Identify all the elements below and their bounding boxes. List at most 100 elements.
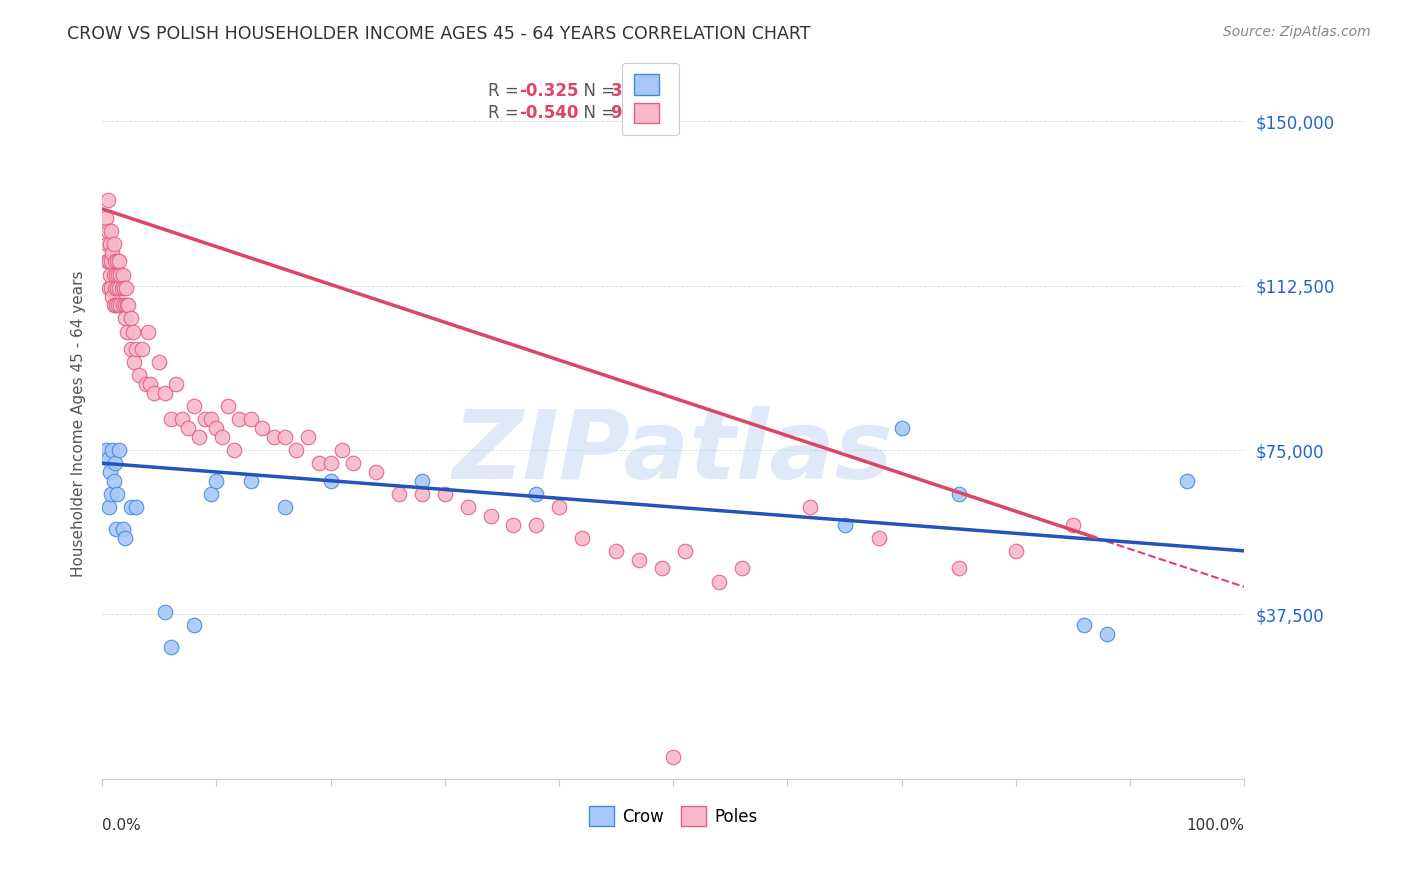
Point	[120, 311, 142, 326]
Text: 96: 96	[610, 104, 634, 122]
Point	[571, 531, 593, 545]
Point	[98, 465, 121, 479]
Point	[112, 281, 135, 295]
Point	[100, 487, 122, 501]
Point	[165, 377, 187, 392]
Point	[1175, 474, 1198, 488]
Point	[117, 325, 139, 339]
Point	[104, 254, 127, 268]
Point	[104, 281, 127, 295]
Point	[115, 281, 138, 295]
Point	[274, 500, 297, 514]
Point	[200, 487, 222, 501]
Point	[502, 517, 524, 532]
Point	[131, 342, 153, 356]
Point	[188, 430, 211, 444]
Text: 100.0%: 100.0%	[1187, 818, 1244, 833]
Point	[263, 430, 285, 444]
Point	[211, 430, 233, 444]
Point	[217, 399, 239, 413]
Point	[98, 268, 121, 282]
Point	[239, 474, 262, 488]
Text: R =: R =	[488, 81, 524, 100]
Point	[96, 236, 118, 251]
Point	[183, 618, 205, 632]
Y-axis label: Householder Income Ages 45 - 64 years: Householder Income Ages 45 - 64 years	[72, 270, 86, 577]
Point	[731, 561, 754, 575]
Point	[662, 750, 685, 764]
Text: N =: N =	[572, 81, 620, 100]
Point	[97, 224, 120, 238]
Point	[548, 500, 571, 514]
Point	[110, 268, 132, 282]
Point	[105, 487, 128, 501]
Point	[457, 500, 479, 514]
Point	[274, 430, 297, 444]
Point	[524, 487, 547, 501]
Point	[153, 386, 176, 401]
Point	[651, 561, 673, 575]
Point	[103, 298, 125, 312]
Point	[297, 430, 319, 444]
Point	[105, 254, 128, 268]
Point	[125, 500, 148, 514]
Point	[98, 236, 121, 251]
Point	[120, 500, 142, 514]
Point	[707, 574, 730, 589]
Point	[94, 211, 117, 225]
Point	[114, 311, 136, 326]
Point	[524, 517, 547, 532]
Point	[948, 561, 970, 575]
Point	[107, 298, 129, 312]
Text: 0.0%: 0.0%	[103, 818, 141, 833]
Point	[868, 531, 890, 545]
Point	[104, 522, 127, 536]
Point	[142, 386, 165, 401]
Point	[104, 298, 127, 312]
Point	[228, 412, 250, 426]
Point	[159, 412, 181, 426]
Point	[834, 517, 856, 532]
Point	[108, 443, 131, 458]
Point	[97, 193, 120, 207]
Point	[128, 368, 150, 383]
Point	[94, 443, 117, 458]
Point	[148, 355, 170, 369]
Point	[411, 474, 433, 488]
Point	[366, 465, 388, 479]
Point	[605, 544, 627, 558]
Text: Source: ZipAtlas.com: Source: ZipAtlas.com	[1223, 25, 1371, 39]
Legend: Crow, Poles: Crow, Poles	[581, 797, 766, 835]
Point	[111, 268, 134, 282]
Point	[319, 456, 342, 470]
Point	[308, 456, 330, 470]
Point	[285, 443, 308, 458]
Point	[117, 298, 139, 312]
Point	[1005, 544, 1028, 558]
Point	[103, 236, 125, 251]
Point	[342, 456, 364, 470]
Point	[111, 298, 134, 312]
Text: N =: N =	[572, 104, 620, 122]
Point	[104, 268, 127, 282]
Point	[673, 544, 696, 558]
Point	[139, 377, 162, 392]
Point	[103, 474, 125, 488]
Point	[114, 298, 136, 312]
Text: ZIPatlas: ZIPatlas	[453, 406, 894, 499]
Point	[108, 254, 131, 268]
Point	[114, 531, 136, 545]
Point	[205, 474, 228, 488]
Point	[890, 421, 912, 435]
Point	[101, 245, 124, 260]
Point	[177, 421, 200, 435]
Point	[250, 421, 273, 435]
Point	[136, 325, 159, 339]
Point	[1097, 627, 1119, 641]
Point	[98, 281, 121, 295]
Text: 31: 31	[610, 81, 634, 100]
Text: -0.325: -0.325	[519, 81, 578, 100]
Point	[159, 640, 181, 655]
Point	[111, 281, 134, 295]
Point	[108, 281, 131, 295]
